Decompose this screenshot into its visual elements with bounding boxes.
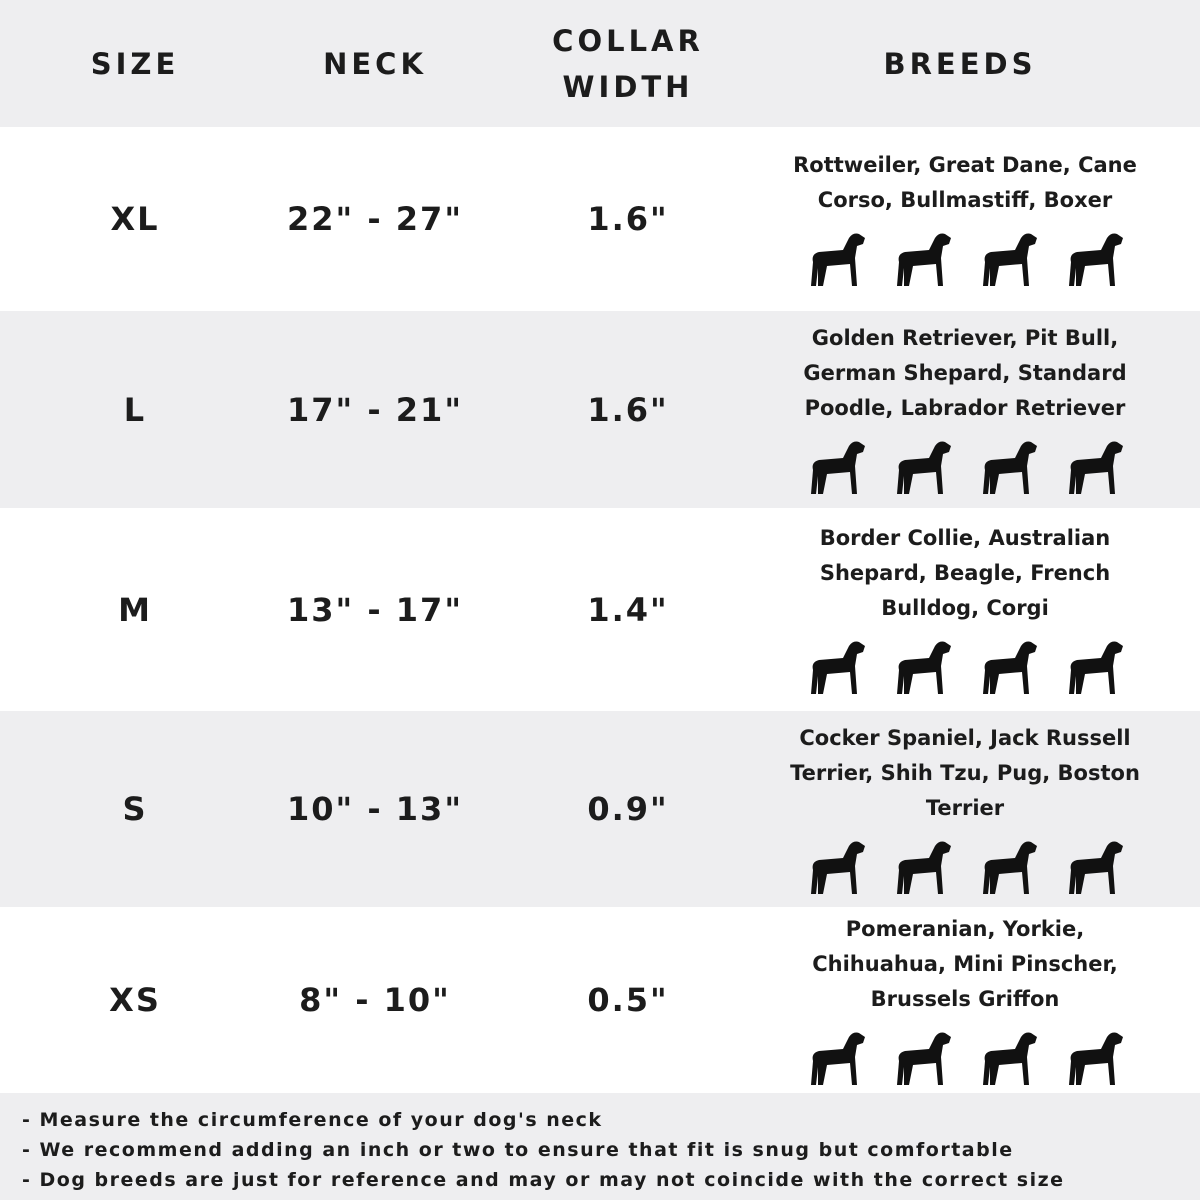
pomeranian-icon	[811, 1032, 865, 1085]
bullmastiff-icon	[1069, 233, 1123, 286]
labrador-icon	[897, 441, 951, 494]
neck-value: 17" - 21"	[287, 390, 463, 429]
header-neck: NECK	[323, 46, 427, 81]
header-size: SIZE	[90, 46, 180, 81]
shih-tzu-icon	[983, 841, 1037, 894]
german-shepherd-icon	[1069, 441, 1123, 494]
beagle-icon	[897, 641, 951, 694]
breeds-text: Pomeranian, Yorkie, Chihuahua, Mini Pins…	[812, 916, 1118, 1011]
rottweiler-icon	[811, 233, 865, 286]
collar-width-value: 0.5"	[587, 981, 669, 1019]
collie-icon	[811, 641, 865, 694]
dog-icons	[803, 632, 1127, 698]
note: - Dog breeds are just for reference and …	[22, 1169, 1065, 1191]
breeds-text: Golden Retriever, Pit Bull, German Shepa…	[803, 326, 1127, 420]
dog-icons	[803, 832, 1127, 898]
dog-icons	[803, 1023, 1127, 1089]
corgi-icon	[1069, 641, 1123, 694]
size-row: L 17" - 21" 1.6" Golden Retriever, Pit B…	[0, 311, 1200, 508]
size-row: M 13" - 17" 1.4" Border Collie, Australi…	[0, 508, 1200, 711]
collar-width-value: 1.6"	[587, 200, 669, 238]
breeds-cell: Golden Retriever, Pit Bull, German Shepa…	[780, 311, 1150, 508]
jack-russell-icon	[897, 841, 951, 894]
neck-value: 13" - 17"	[287, 590, 463, 629]
poodle-icon	[983, 441, 1037, 494]
doberman-icon	[983, 233, 1037, 286]
collar-width-value: 1.4"	[587, 590, 669, 629]
chihuahua-icon	[983, 1032, 1037, 1085]
breeds-cell: Cocker Spaniel, Jack Russell Terrier, Sh…	[780, 711, 1150, 907]
pug-icon	[1069, 841, 1123, 894]
breeds-text: Rottweiler, Great Dane, Cane Corso, Bull…	[793, 153, 1137, 212]
size-value: XS	[109, 981, 161, 1019]
size-value: XL	[110, 200, 160, 238]
mini-pinscher-icon	[1069, 1032, 1123, 1085]
size-row: XS 8" - 10" 0.5" Pomeranian, Yorkie, Chi…	[0, 907, 1200, 1093]
size-value: M	[118, 590, 152, 629]
cocker-spaniel-icon	[811, 841, 865, 894]
note: - We recommend adding an inch or two to …	[22, 1139, 1014, 1161]
breeds-text: Cocker Spaniel, Jack Russell Terrier, Sh…	[790, 725, 1140, 820]
header-collar-width: COLLAR WIDTH	[552, 23, 704, 104]
collar-width-value: 0.9"	[587, 790, 669, 828]
golden-retriever-icon	[811, 441, 865, 494]
dog-icons	[803, 432, 1127, 498]
neck-value: 22" - 27"	[287, 200, 463, 238]
breeds-cell: Pomeranian, Yorkie, Chihuahua, Mini Pins…	[780, 907, 1150, 1093]
dog-icons	[803, 224, 1127, 290]
breeds-cell: Border Collie, Australian Shepard, Beagl…	[780, 508, 1150, 711]
breeds-text: Border Collie, Australian Shepard, Beagl…	[819, 526, 1111, 620]
notes: - Measure the circumference of your dog'…	[0, 1093, 1200, 1200]
french-bulldog-icon	[983, 641, 1037, 694]
size-row: S 10" - 13" 0.9" Cocker Spaniel, Jack Ru…	[0, 711, 1200, 907]
yorkie-icon	[897, 1032, 951, 1085]
size-value: L	[123, 390, 147, 429]
size-value: S	[122, 790, 148, 828]
neck-value: 10" - 13"	[287, 790, 463, 828]
size-row: XL 22" - 27" 1.6" Rottweiler, Great Dane…	[0, 127, 1200, 311]
breeds-cell: Rottweiler, Great Dane, Cane Corso, Bull…	[780, 127, 1150, 311]
great-dane-icon	[897, 233, 951, 286]
collar-width-value: 1.6"	[587, 390, 669, 429]
note: - Measure the circumference of your dog'…	[22, 1109, 603, 1131]
header-breeds: BREEDS	[883, 46, 1037, 81]
neck-value: 8" - 10"	[299, 981, 451, 1019]
table-header: SIZE NECK COLLAR WIDTH BREEDS	[0, 0, 1200, 127]
